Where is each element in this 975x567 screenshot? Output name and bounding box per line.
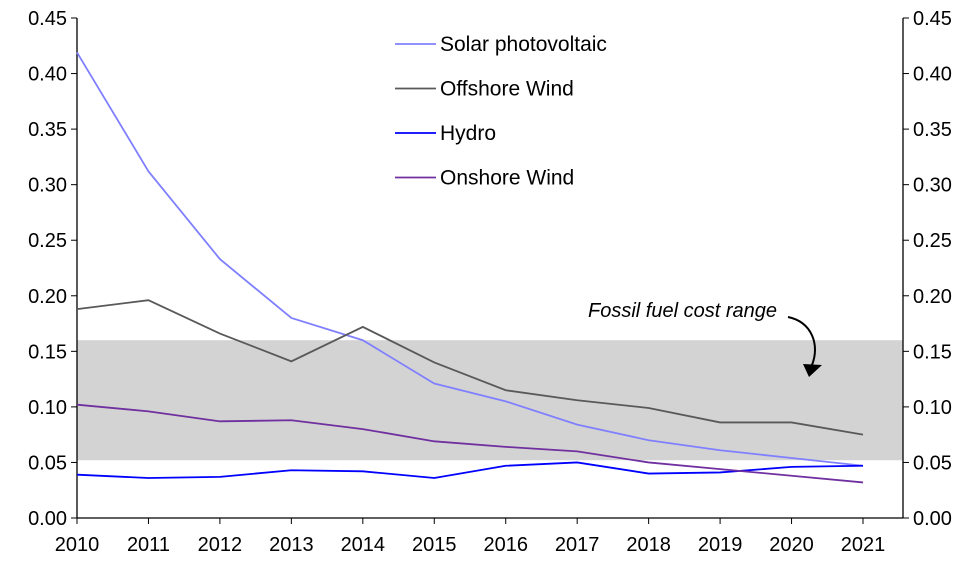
y-tick-label-right: 0.35 bbox=[913, 119, 952, 141]
y-tick-label-left: 0.15 bbox=[28, 341, 67, 363]
y-tick-label-left: 0.35 bbox=[28, 119, 67, 141]
legend-label: Offshore Wind bbox=[440, 78, 574, 101]
legend-label: Solar photovoltaic bbox=[440, 33, 607, 56]
y-tick-label-right: 0.10 bbox=[913, 397, 952, 419]
x-tick-label: 2011 bbox=[127, 534, 170, 556]
fossil-band-group bbox=[77, 340, 903, 461]
y-tick-label-right: 0.25 bbox=[913, 230, 952, 252]
y-tick-label-left: 0.10 bbox=[28, 397, 67, 419]
curved-arrow-icon bbox=[787, 316, 822, 377]
fossil-band-label: Fossil fuel cost range bbox=[588, 300, 777, 322]
series-line-offshore-wind bbox=[76, 299, 864, 436]
y-tick-label-left: 0.25 bbox=[28, 230, 67, 252]
y-tick-label-left: 0.20 bbox=[28, 286, 67, 308]
y-tick-label-right: 0.30 bbox=[913, 175, 952, 197]
series-line-onshore-wind bbox=[76, 403, 864, 484]
legend-label: Hydro bbox=[440, 122, 496, 145]
x-tick-label: 2018 bbox=[626, 534, 671, 556]
series-line-hydro bbox=[76, 461, 864, 479]
legend-label: Onshore Wind bbox=[440, 167, 574, 190]
x-tick-label: 2014 bbox=[341, 534, 386, 556]
x-tick-label: 2010 bbox=[55, 534, 100, 556]
y-tick-label-right: 0.45 bbox=[913, 8, 952, 30]
y-tick-label-left: 0.40 bbox=[28, 64, 67, 86]
y-tick-label-right: 0.40 bbox=[913, 64, 952, 86]
x-tick-label: 2021 bbox=[841, 534, 886, 556]
x-tick-label: 2019 bbox=[698, 534, 743, 556]
x-tick-label: 2017 bbox=[555, 534, 600, 556]
fossil-cost-band bbox=[77, 340, 903, 461]
y-tick-label-right: 0.05 bbox=[913, 452, 952, 474]
y-tick-label-left: 0.05 bbox=[28, 452, 67, 474]
y-tick-label-left: 0.45 bbox=[28, 8, 67, 30]
x-tick-label: 2012 bbox=[198, 534, 243, 556]
y-tick-label-left: 0.30 bbox=[28, 175, 67, 197]
x-tick-label: 2015 bbox=[412, 534, 457, 556]
series-line-solar-photovoltaic bbox=[76, 51, 864, 467]
y-tick-label-right: 0.20 bbox=[913, 286, 952, 308]
series-lines bbox=[76, 51, 864, 484]
axes: 0.00 0.00 0.05 0.05 0.10 0.10 0.15 0.15 0.20 0.20… bbox=[28, 8, 952, 556]
y-tick-label-right: 0.15 bbox=[913, 341, 952, 363]
x-tick-label: 2016 bbox=[483, 534, 528, 556]
y-tick-label-left: 0.00 bbox=[28, 508, 67, 530]
x-tick-label: 2013 bbox=[269, 534, 314, 556]
y-tick-label-right: 0.00 bbox=[913, 508, 952, 530]
x-tick-label: 2020 bbox=[769, 534, 814, 556]
legend: Solar photovoltaic Offshore Wind Hydro Onsh… bbox=[395, 33, 607, 190]
